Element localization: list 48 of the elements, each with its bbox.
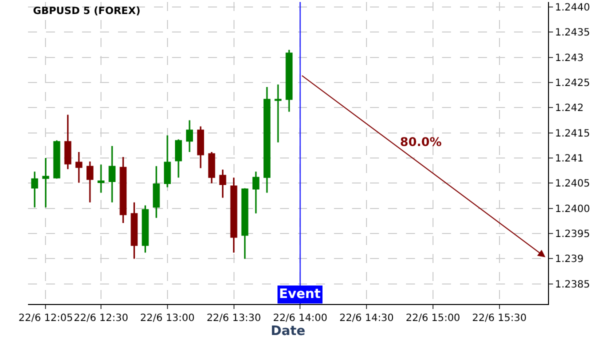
candlestick (130, 202, 138, 260)
candlestick (286, 49, 293, 112)
candlestick (274, 84, 282, 144)
candlestick (86, 160, 94, 204)
y-tick-label: 1.2435 (555, 28, 590, 39)
candlestick (230, 176, 238, 254)
x-tick-label: 22/6 13:30 (206, 313, 262, 324)
candlestick (53, 140, 60, 180)
candlestick (252, 170, 260, 214)
candlestick (186, 120, 193, 153)
x-tick-label: 22/6 15:00 (406, 313, 460, 324)
candlestick (142, 204, 149, 254)
y-tick-label: 1.2440 (555, 2, 590, 14)
y-tick-label: 1.239 (555, 254, 584, 266)
y-tick-label: 1.2415 (555, 128, 590, 140)
candlestick (152, 165, 160, 219)
y-tick-label: 1.243 (555, 52, 584, 64)
x-axis-title: Date (270, 324, 306, 339)
y-tick-label: 1.2395 (555, 229, 590, 240)
candlestick (75, 151, 82, 184)
y-tick-label: 1.2385 (555, 279, 590, 290)
y-tick-label: 1.241 (555, 154, 584, 165)
annotation: 80.0% (400, 135, 442, 149)
chart-title: GBPUSD 5 (FOREX) (33, 6, 140, 17)
x-tick-label: 22/6 12:30 (74, 313, 128, 324)
candlestick (208, 151, 216, 184)
candlestick (264, 86, 270, 194)
candlestick (197, 126, 204, 169)
candlestick (64, 114, 72, 170)
candlestick (98, 164, 104, 194)
x-tick-label: 22/6 14:30 (339, 313, 394, 324)
x-tick-label: 22/6 12:05 (18, 313, 73, 324)
candlestick (175, 138, 182, 178)
x-tick-label: 22/6 15:30 (472, 313, 527, 324)
y-tick-label: 1.2405 (555, 178, 590, 190)
candlestick (164, 134, 171, 188)
ref-line-label: Event (279, 287, 321, 302)
candlestick (42, 157, 50, 208)
x-tick-label: 22/6 14:00 (272, 313, 328, 324)
candlestick (31, 170, 38, 208)
candlestick (219, 168, 226, 199)
candlestick (108, 145, 116, 204)
candlestick (120, 156, 127, 224)
y-tick-label: 1.242 (555, 103, 584, 114)
y-tick-label: 1.2400 (555, 204, 590, 215)
x-tick-label: 22/6 13:00 (140, 313, 195, 324)
y-tick-label: 1.2425 (555, 78, 590, 90)
candlestick (241, 187, 248, 260)
